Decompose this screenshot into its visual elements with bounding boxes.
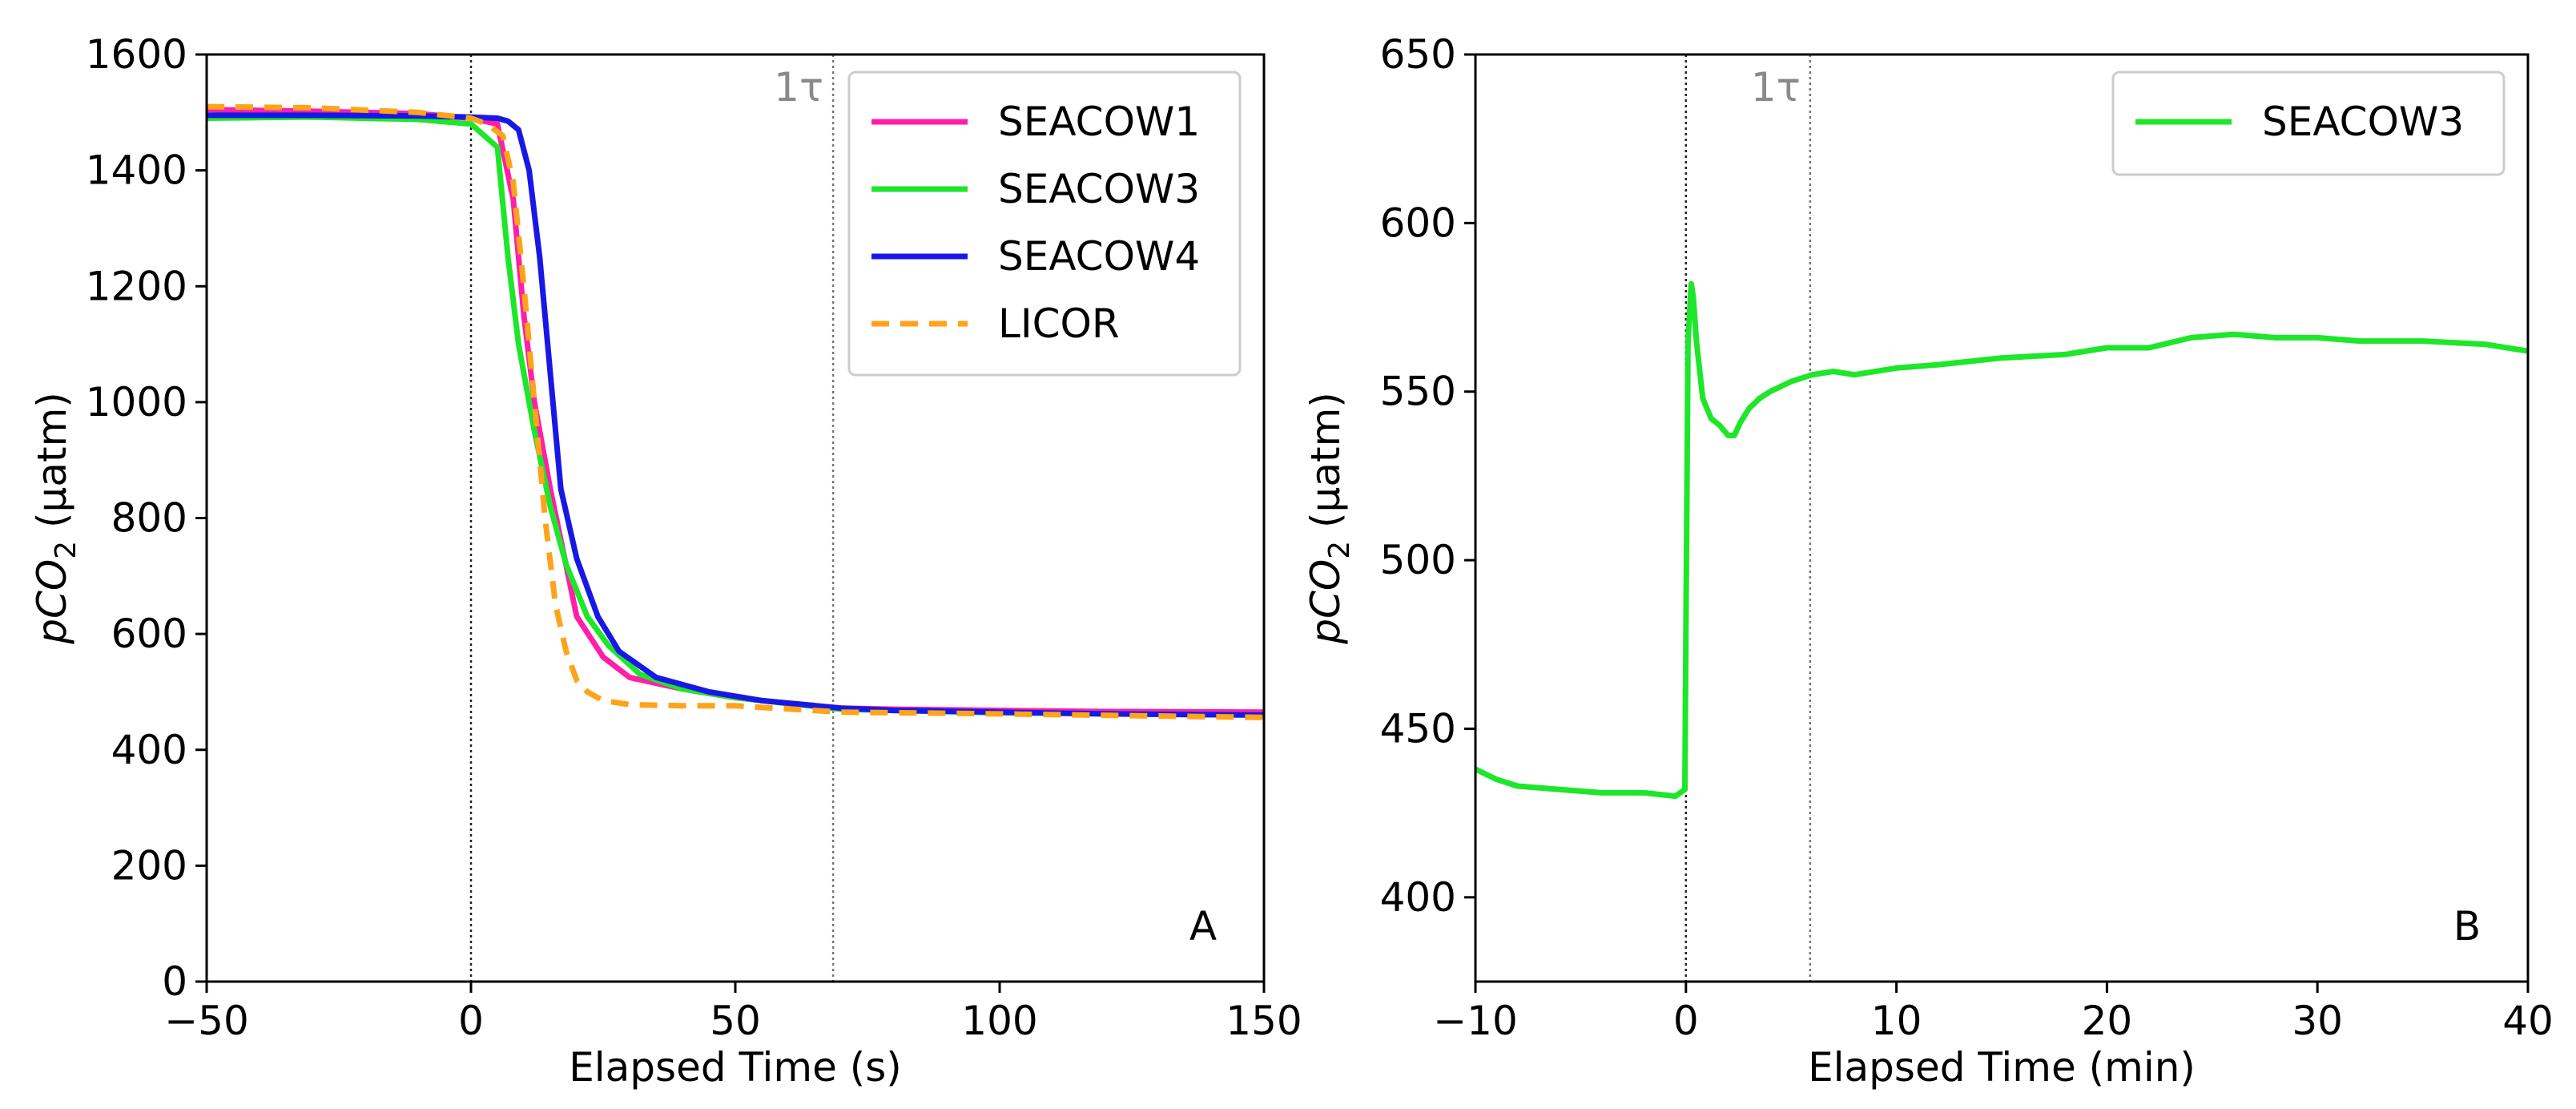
panel-b-xtick-label: 30 — [2292, 998, 2343, 1044]
panel-a-legend-label-seacow1: SEACOW1 — [998, 99, 1200, 145]
panel-a-tau-label: 1τ — [774, 64, 823, 111]
panel-a-xtick-label: 0 — [458, 998, 484, 1044]
panel-b-legend: SEACOW3 — [2111, 71, 2506, 176]
panel-a-ylabel: pCO2 (μatm) — [29, 392, 83, 645]
panel-b: 1τ −10 0 10 20 30 40 400 450 500 550 600 650 Elapsed … — [1302, 31, 2554, 1091]
panel-a-ylabel-main: pCO — [29, 559, 75, 645]
panel-b-ylabel-main: pCO — [1302, 559, 1349, 645]
panel-b-ytick-label: 550 — [1380, 369, 1456, 415]
panel-b-ytick-label: 400 — [1380, 874, 1456, 921]
panel-a-xtick-label: −50 — [164, 998, 249, 1044]
panel-a-ytick-label: 0 — [162, 958, 187, 1005]
panel-b-xtick-label: 0 — [1673, 998, 1699, 1044]
panel-a-ytick-label: 200 — [111, 842, 187, 889]
panel-b-plot-area — [1475, 280, 2528, 800]
panel-b-ytick-label: 650 — [1380, 31, 1456, 78]
panel-a-xtick-label: 100 — [961, 998, 1037, 1044]
panel-b-tau-label: 1τ — [1751, 64, 1801, 111]
panel-b-xtick-label: 10 — [1871, 998, 1922, 1044]
panel-b-axes-frame — [1474, 53, 2530, 983]
panel-b-xtick-label: 40 — [2502, 998, 2554, 1044]
panel-b-ylabel-unit: (μatm) — [1302, 392, 1349, 541]
panel-a-letter: A — [1189, 903, 1217, 950]
panel-b-ytick-label: 500 — [1380, 537, 1456, 583]
panel-b-letter: B — [2453, 903, 2481, 950]
panel-a-ytick-label: 1000 — [86, 379, 187, 425]
panel-b-ytick-label: 450 — [1380, 705, 1456, 752]
panel-a-xtick-label: 50 — [710, 998, 761, 1044]
panel-a-legend-frame — [847, 71, 1242, 377]
panel-b-ytick-label: 600 — [1380, 200, 1456, 246]
panel-a-plot-area — [207, 103, 1264, 720]
panel-b-xlabel: Elapsed Time (min) — [1808, 1044, 2196, 1091]
panel-a-ytick-label: 400 — [111, 727, 187, 773]
panel-a-legend-label-seacow3: SEACOW3 — [998, 166, 1200, 212]
panel-a-ytick-label: 1600 — [86, 31, 187, 78]
panel-a-ytick-label: 1400 — [86, 147, 187, 194]
panel-a-ylabel-sub: 2 — [50, 541, 83, 559]
panel-a-ytick-label: 800 — [111, 495, 187, 542]
panel-a-xlabel: Elapsed Time (s) — [569, 1044, 902, 1091]
panel-a-series-licor — [207, 103, 1264, 720]
panel-a-series-seacow4 — [207, 112, 1264, 718]
panel-a-ytick-label: 1200 — [86, 263, 187, 309]
panel-a-legend: SEACOW1 SEACOW3 SEACOW4 LICOR — [847, 71, 1242, 377]
panel-a-ytick-label: 600 — [111, 611, 187, 657]
panel-b-ylabel: pCO2 (μatm) — [1302, 392, 1356, 645]
panel-a: 1τ−50 0 50 100 15002004006008001000120014001… — [29, 31, 1302, 1091]
panel-a-legend-label-seacow4: SEACOW4 — [998, 233, 1200, 280]
panel-a-legend-label-licor: LICOR — [998, 300, 1120, 347]
panel-a-xtick-label: 150 — [1226, 998, 1302, 1044]
panel-b-ylabel-sub: 2 — [1323, 541, 1356, 559]
panel-b-xtick-label: 20 — [2082, 998, 2133, 1044]
panel-b-series-seacow3 — [1475, 280, 2528, 800]
panel-b-xtick-label: −10 — [1433, 998, 1518, 1044]
panel-b-legend-frame — [2111, 71, 2506, 176]
panel-a-ylabel-unit: (μatm) — [29, 392, 75, 541]
panel-b-legend-label-seacow3: SEACOW3 — [2262, 99, 2464, 145]
